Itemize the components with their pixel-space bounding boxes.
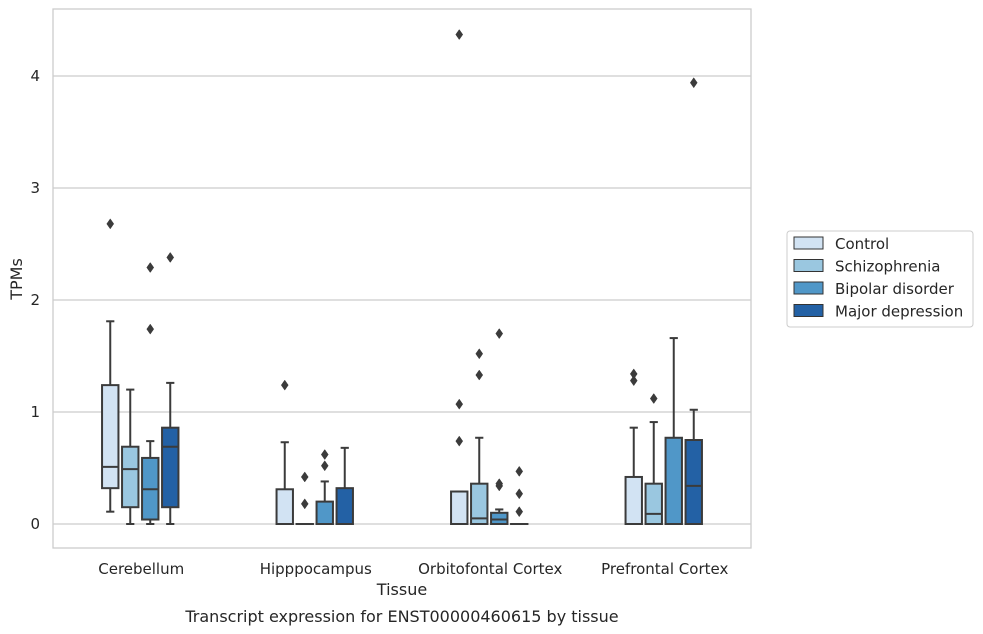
box-iqr <box>664 436 683 526</box>
outlier-point <box>300 498 309 510</box>
box-group <box>101 218 120 513</box>
box-iqr <box>275 488 294 525</box>
box-group <box>664 337 683 526</box>
y-axis-title: TPMs <box>7 258 26 301</box>
box-iqr <box>470 482 489 525</box>
legend-swatch <box>793 236 824 250</box>
outlier-point <box>689 77 698 89</box>
outlier-point <box>320 460 329 472</box>
figure-caption: Transcript expression for ENST0000046061… <box>184 607 618 626</box>
legend-label: Control <box>835 235 889 253</box>
legend: Control Schizophrenia Bipolar disorder Majo… <box>786 230 974 328</box>
box-group <box>141 262 160 525</box>
box-group <box>490 328 509 525</box>
outlier-point <box>629 368 638 380</box>
outlier-point <box>166 252 175 263</box>
box-group <box>295 471 314 526</box>
box-group <box>121 388 140 525</box>
legend-frame <box>786 230 974 328</box>
outlier-point <box>146 262 155 273</box>
legend-swatch <box>793 281 824 295</box>
box-group <box>161 252 180 525</box>
y-tick-label: 1 <box>30 403 40 421</box>
x-tick-label: Cerebellum <box>98 560 184 578</box>
outlier-point <box>320 449 329 460</box>
x-tick-label: Orbitofontal Cortex <box>418 560 562 578</box>
outlier-point <box>146 323 155 335</box>
legend-swatch <box>793 304 824 317</box>
plot-frame <box>52 8 752 549</box>
box-iqr <box>450 490 469 525</box>
box-group <box>335 446 354 526</box>
boxes <box>101 29 703 526</box>
y-tick-label: 3 <box>30 179 40 197</box>
x-axis-title: Tissue <box>376 580 427 599</box>
box-group <box>275 379 294 525</box>
outlier-point <box>475 369 484 381</box>
legend-label: Major depression <box>835 303 963 321</box>
outlier-point <box>106 218 115 230</box>
legend-label: Bipolar disorder <box>835 280 955 298</box>
x-tick-label: Prefrontal Cortex <box>601 560 728 578</box>
box-iqr <box>101 384 120 490</box>
box-iqr <box>644 482 663 525</box>
outlier-point <box>455 435 464 447</box>
box-iqr <box>684 439 703 525</box>
box-iqr <box>490 511 509 525</box>
y-tick-label: 0 <box>30 515 40 533</box>
outlier-point <box>300 471 309 483</box>
outlier-point <box>515 506 524 518</box>
box-group <box>470 348 489 525</box>
outlier-point <box>515 465 524 477</box>
box-group <box>644 393 663 525</box>
outlier-point <box>495 328 504 340</box>
box-group <box>450 29 469 525</box>
legend-swatch <box>793 259 824 272</box>
box-iqr <box>335 487 354 526</box>
axis-ticks: 0 1 2 3 4 Cerebellum Hipppocampus Orbitofontal … <box>30 67 728 578</box>
box-iqr <box>315 500 334 526</box>
outlier-point <box>495 478 504 490</box>
x-tick-label: Hipppocampus <box>260 560 372 578</box>
legend-label: Schizophrenia <box>835 258 940 276</box>
outlier-point <box>455 398 464 410</box>
box-group <box>510 465 529 526</box>
outlier-point <box>629 375 638 387</box>
box-iqr <box>121 445 140 509</box>
gridlines <box>53 75 751 525</box>
y-tick-label: 4 <box>30 67 40 85</box>
outlier-point <box>515 488 524 500</box>
box-group <box>315 449 334 526</box>
box-group <box>624 368 643 525</box>
box-group <box>684 77 703 525</box>
outlier-point <box>475 348 484 360</box>
box-iqr <box>161 426 180 509</box>
outlier-point <box>455 29 464 40</box>
outlier-point <box>649 393 658 404</box>
outlier-point <box>280 379 289 391</box>
y-tick-label: 2 <box>30 291 40 309</box>
box-iqr <box>624 475 643 525</box>
